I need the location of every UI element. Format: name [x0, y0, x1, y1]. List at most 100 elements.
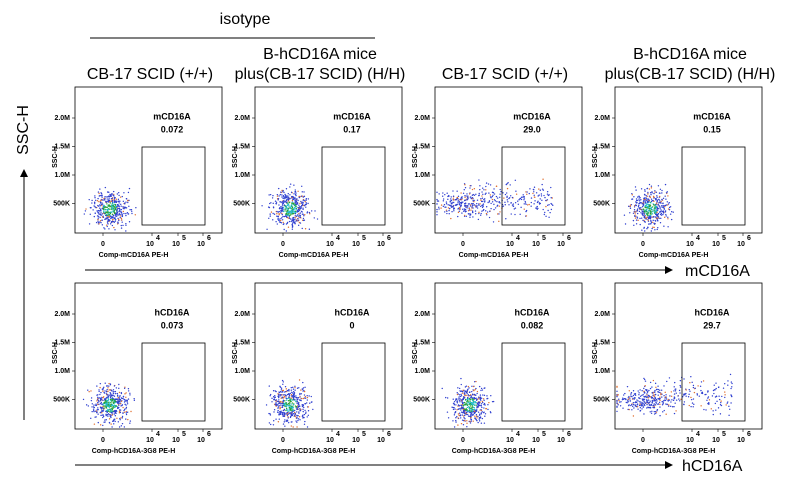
event-dot	[708, 402, 710, 405]
event-dot	[442, 200, 445, 202]
event-dot	[119, 418, 121, 421]
event-dot	[481, 401, 484, 404]
event-dot	[483, 189, 485, 191]
event-dot	[286, 222, 288, 225]
event-dot	[97, 217, 100, 219]
event-dot	[121, 195, 123, 198]
event-dot	[545, 215, 547, 217]
event-dot	[656, 201, 658, 203]
event-dot	[630, 395, 632, 397]
event-dot	[471, 390, 473, 393]
event-dot	[107, 208, 110, 211]
event-dot	[268, 194, 270, 196]
y-axis-label: SSC-H	[592, 146, 599, 168]
event-dot	[642, 402, 644, 404]
event-dot	[651, 209, 653, 211]
event-dot	[300, 389, 302, 391]
event-dot	[459, 204, 461, 206]
event-dot	[726, 402, 728, 404]
event-dot	[306, 416, 308, 418]
event-dot	[305, 412, 307, 415]
event-dot	[436, 211, 438, 213]
y-axis-label: SSC-H	[412, 146, 419, 168]
event-dot	[492, 221, 495, 223]
event-dot	[101, 199, 104, 201]
event-dot	[105, 224, 108, 226]
event-dot	[125, 412, 127, 414]
event-dot	[542, 208, 544, 211]
event-dot	[462, 405, 464, 407]
event-dot	[290, 214, 292, 216]
event-dot	[117, 205, 119, 207]
event-dot	[108, 422, 111, 424]
event-dot	[514, 179, 517, 181]
event-dot	[445, 209, 448, 211]
event-dot	[650, 230, 653, 232]
event-dot	[112, 394, 114, 397]
event-dot	[475, 380, 477, 383]
event-dot	[99, 208, 102, 210]
event-dot	[111, 408, 114, 411]
event-dot	[96, 385, 98, 387]
event-dot	[628, 408, 630, 411]
event-dot	[662, 403, 664, 405]
event-dot	[488, 200, 491, 202]
event-dot	[291, 411, 293, 414]
event-dot	[446, 212, 448, 215]
event-dot	[103, 398, 106, 400]
event-dot	[119, 216, 121, 219]
x-tick-base: 10	[352, 241, 360, 248]
events	[436, 178, 554, 223]
event-dot	[279, 391, 282, 393]
event-dot	[302, 196, 305, 198]
event-dot	[667, 400, 669, 402]
event-dot	[307, 198, 310, 200]
event-dot	[644, 190, 646, 192]
event-dot	[538, 188, 540, 190]
event-dot	[277, 403, 280, 405]
event-dot	[119, 200, 121, 202]
event-dot	[104, 214, 107, 217]
event-dot	[112, 389, 115, 391]
event-dot	[480, 405, 482, 407]
y-tick-label: 1.5M	[54, 339, 70, 346]
event-dot	[634, 217, 637, 219]
event-dot	[535, 192, 538, 194]
event-dot	[469, 213, 472, 215]
event-dot	[475, 387, 477, 390]
event-dot	[505, 183, 508, 186]
event-dot	[483, 411, 485, 413]
event-dot	[510, 202, 512, 204]
event-dot	[469, 214, 471, 216]
event-dot	[276, 223, 278, 225]
x-tick-base: 10	[532, 241, 540, 248]
event-dot	[108, 418, 111, 420]
event-dot	[650, 396, 653, 398]
event-dot	[673, 386, 675, 388]
event-dot	[469, 403, 472, 405]
event-dot	[658, 198, 660, 201]
event-dot	[665, 403, 667, 405]
event-dot	[452, 398, 454, 400]
x-axis-label: Comp-mCD16A PE-H	[639, 252, 709, 259]
event-dot	[462, 424, 465, 426]
event-dot	[289, 405, 291, 407]
event-dot	[301, 388, 303, 390]
event-dot	[525, 203, 527, 206]
event-dot	[658, 202, 660, 204]
event-dot	[638, 207, 640, 209]
event-dot	[278, 396, 280, 399]
event-dot	[107, 218, 110, 221]
event-dot	[633, 196, 635, 198]
event-dot	[113, 385, 116, 387]
event-dot	[111, 401, 113, 403]
x-tick-exp: 4	[696, 431, 700, 438]
event-dot	[659, 195, 661, 198]
event-dot	[282, 207, 285, 209]
event-dot	[655, 398, 658, 401]
event-dot	[112, 207, 114, 210]
event-dot	[696, 393, 698, 395]
event-dot	[483, 399, 485, 402]
event-dot	[306, 426, 309, 428]
event-dot	[525, 215, 528, 217]
